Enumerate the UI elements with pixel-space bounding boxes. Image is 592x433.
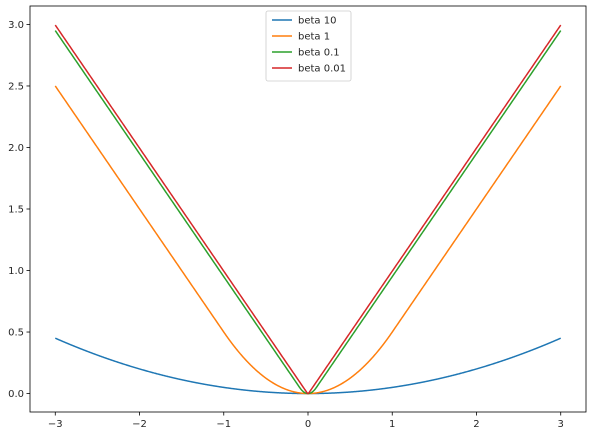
x-tick-label: 0 [305, 419, 311, 430]
series-layer [54, 24, 562, 395]
legend-label-0: beta 10 [298, 16, 336, 27]
legend-label-2: beta 0.1 [298, 48, 340, 59]
series-line-0 [54, 337, 562, 395]
series-line-1 [54, 85, 562, 395]
legend-label-3: beta 0.01 [298, 64, 346, 75]
x-tick-label: 1 [389, 419, 395, 430]
x-tick-label: −1 [216, 419, 231, 430]
y-tick-label: 0.5 [8, 328, 24, 339]
legend: beta 10 beta 1 beta 0.1 beta 0.01 [265, 10, 352, 82]
series-line-2 [54, 30, 562, 395]
y-tick-label: 0.0 [8, 389, 24, 400]
x-tick-label: −2 [132, 419, 147, 430]
legend-label-1: beta 1 [298, 32, 330, 43]
y-tick-label: 1.0 [8, 266, 24, 277]
y-tick-label: 3.0 [8, 20, 24, 31]
x-tick-label: 3 [558, 419, 564, 430]
legend-frame [265, 10, 352, 82]
series-line-3 [54, 24, 562, 395]
y-tick-label: 1.5 [8, 205, 24, 216]
y-axis: 0.0 0.5 1.0 1.5 2.0 2.5 3.0 [8, 20, 30, 400]
x-tick-label: 2 [473, 419, 479, 430]
x-axis: −3 −2 −1 0 1 2 3 [48, 412, 564, 430]
x-tick-label: −3 [48, 419, 63, 430]
y-tick-label: 2.5 [8, 81, 24, 92]
y-tick-label: 2.0 [8, 143, 24, 154]
